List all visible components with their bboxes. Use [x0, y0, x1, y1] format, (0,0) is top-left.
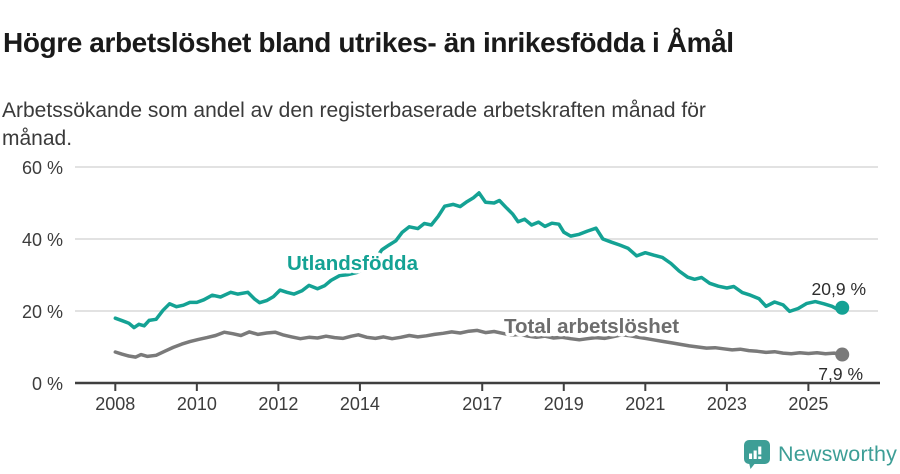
x-axis-label-2010: 2010: [177, 394, 217, 414]
series-line-utlandsf-dda: [113, 191, 844, 330]
y-axis-label-0: 0 %: [32, 374, 63, 394]
page-title: Högre arbetslöshet bland utrikes- än inr…: [3, 26, 734, 58]
x-axis-label-2025: 2025: [788, 394, 828, 414]
series-lines: [113, 191, 850, 362]
end-value-label-utlandsfodda: 20,9 %: [812, 279, 866, 299]
x-axis-label-2021: 2021: [625, 394, 665, 414]
newsworthy-logo-text: Newsworthy: [778, 442, 898, 466]
end-value-label-total: 7,9 %: [818, 364, 863, 384]
axes: 0 % 20 % 40 % 60 % 2008 2010 2012 2014 2017 2019 2…: [22, 158, 880, 414]
y-axis-label-20: 20 %: [22, 302, 63, 322]
x-axis-label-2023: 2023: [707, 394, 747, 414]
series-end-dot-total-arbetsl-shet: [835, 347, 850, 362]
newsworthy-logo: Newsworthy: [744, 440, 897, 469]
y-axis-label-40: 40 %: [22, 230, 63, 250]
x-axis-label-2019: 2019: [544, 394, 584, 414]
gridlines: [75, 166, 878, 312]
x-axis-label-2012: 2012: [258, 394, 298, 414]
y-axis-label-60: 60 %: [22, 158, 63, 178]
newsworthy-speech-bubble-chart-icon: [744, 440, 770, 469]
series-line-total-arbetsl-shet: [113, 328, 844, 359]
x-axis-label-2017: 2017: [462, 394, 502, 414]
chart-subtitle: Arbetssökande som andel av den registerb…: [2, 99, 706, 150]
series-end-dot-utlandsf-dda: [835, 300, 850, 315]
x-axis-label-2014: 2014: [340, 394, 380, 414]
series-label-utlandsfodda: Utlandsfödda: [287, 252, 419, 275]
x-axis-label-2008: 2008: [95, 394, 135, 414]
series-label-total-arbetsloshet: Total arbetslöshet: [504, 315, 679, 338]
